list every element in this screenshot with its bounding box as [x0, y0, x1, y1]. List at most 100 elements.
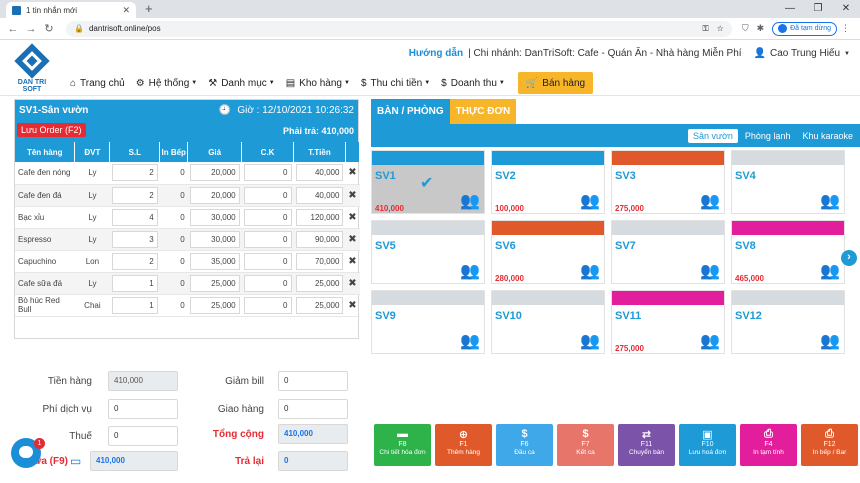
menu-home[interactable]: ⌂ Trang chủ [70, 78, 125, 89]
save-order-button[interactable]: Lưu Order (F2) [17, 123, 86, 137]
fkey-label: Chuyển bàn [628, 449, 665, 456]
delete-icon[interactable]: ✖ [345, 250, 360, 273]
price-input[interactable]: 30,000 [189, 208, 240, 226]
price-input[interactable]: 25,000 [189, 274, 240, 292]
next-page-arrow-icon[interactable]: › [841, 250, 857, 266]
area-karaoke[interactable]: Khu karaoke [802, 131, 853, 141]
service-input[interactable]: 0 [108, 399, 178, 419]
forward-arrow-icon[interactable]: → [25, 22, 37, 35]
qty-input[interactable]: 2 [111, 252, 158, 270]
qty-input[interactable]: 1 [111, 296, 158, 314]
table-amount: 275,000 [615, 204, 644, 213]
table-card[interactable]: SV12 👥 [731, 290, 845, 354]
price-input[interactable]: 20,000 [189, 164, 240, 182]
url-field[interactable]: 🔒 dantrisoft.online/pos ⚿ ☆ [66, 20, 732, 37]
delete-icon[interactable]: ✖ [345, 294, 360, 317]
browser-menu-icon[interactable]: ⋮ [841, 23, 850, 33]
table-card[interactable]: SV5 👥 [371, 220, 485, 284]
area-garden[interactable]: Sân vườn [687, 129, 738, 143]
fkey-button-f4[interactable]: ⎙ F4 In tạm tính [740, 424, 797, 466]
qty-input[interactable]: 4 [111, 208, 158, 226]
fkey-button-f1[interactable]: ⊕ F1 Thêm hàng [435, 424, 492, 466]
delete-icon[interactable]: ✖ [345, 228, 360, 251]
fkey-button-f10[interactable]: ▣ F10 Lưu hoá đơn [679, 424, 736, 466]
fkey-button-f11[interactable]: ⇄ F11 Chuyển bàn [618, 424, 675, 466]
lock-icon: 🔒 [74, 24, 84, 33]
price-input[interactable]: 25,000 [189, 296, 240, 314]
guide-link[interactable]: Hướng dẫn [408, 48, 464, 59]
table-card[interactable]: SV11 275,000 👥 [611, 290, 725, 354]
price-input[interactable]: 35,000 [189, 252, 240, 270]
new-tab-button[interactable]: + [145, 1, 153, 16]
menu-warehouse[interactable]: ▤ Kho hàng ▼ [286, 78, 350, 89]
sell-button[interactable]: 🛒 Bán hàng [517, 72, 594, 94]
fkey-button-f6[interactable]: $ F6 Đầu ca [496, 424, 553, 466]
table-card[interactable]: SV6 280,000 👥 [491, 220, 605, 284]
delete-icon[interactable]: ✖ [345, 162, 360, 185]
discount-input[interactable]: 0 [243, 252, 292, 270]
area-cold-room[interactable]: Phòng lạnh [744, 131, 791, 141]
bill-discount-input[interactable]: 0 [278, 371, 348, 391]
table-card[interactable]: SV8 465,000 👥 [731, 220, 845, 284]
table-card[interactable]: SV1 ✔ 410,000 👥 [371, 150, 485, 214]
logo[interactable]: DAN TRI SOFT [8, 43, 56, 93]
qty-input[interactable]: 2 [111, 164, 158, 182]
menu-revenue[interactable]: $ Doanh thu ▼ [441, 78, 505, 89]
fkey-label: In tạm tính [753, 449, 784, 456]
table-card[interactable]: SV10 👥 [491, 290, 605, 354]
tab-tables[interactable]: BÀN / PHÒNG [371, 99, 450, 124]
col-printed: In Bếp [159, 142, 189, 162]
qty-input[interactable]: 3 [111, 230, 158, 248]
delete-icon[interactable]: ✖ [345, 184, 360, 207]
fkey-button-f7[interactable]: $ F7 Kết ca [557, 424, 614, 466]
user-menu[interactable]: 👤 Cao Trung Hiếu ▼ [754, 48, 850, 59]
tax-input[interactable]: 0 [108, 426, 178, 446]
menu-catalog[interactable]: ⚒ Danh mục ▼ [208, 78, 275, 89]
discount-input[interactable]: 0 [243, 296, 292, 314]
profile-paused-button[interactable]: Đã tạm dừng [772, 21, 837, 36]
key-icon[interactable]: ⚿ [702, 23, 709, 33]
extension-puzzle-icon[interactable]: ✱ [756, 23, 765, 33]
discount-input[interactable]: 0 [243, 274, 292, 292]
fkey-button-f12[interactable]: ⎙ F12 In bếp / Bar [801, 424, 858, 466]
discount-input[interactable]: 0 [243, 208, 292, 226]
qty-input[interactable]: 1 [111, 274, 158, 292]
close-window-button[interactable]: ✕ [841, 3, 851, 14]
price-input[interactable]: 30,000 [189, 230, 240, 248]
dollar-icon: $ [441, 77, 447, 89]
discount-input[interactable]: 0 [243, 186, 292, 204]
table-card[interactable]: SV3 275,000 👥 [611, 150, 725, 214]
maximize-button[interactable]: ❐ [813, 3, 823, 14]
total-field: 25,000 [295, 274, 344, 292]
price-input[interactable]: 20,000 [189, 186, 240, 204]
chat-bubble-icon[interactable] [11, 438, 41, 468]
check-icon: ✔ [420, 175, 434, 192]
delete-icon[interactable]: ✖ [345, 206, 360, 229]
tab-menu[interactable]: THỰC ĐƠN [449, 99, 517, 124]
discount-input[interactable]: 0 [243, 230, 292, 248]
star-icon[interactable]: ☆ [716, 24, 724, 33]
table-name: SV9 [375, 310, 396, 322]
back-arrow-icon[interactable]: ← [7, 22, 19, 35]
card-icon[interactable]: ▭ [70, 454, 82, 468]
close-tab-icon[interactable]: ✕ [122, 4, 130, 15]
extension-shield-icon[interactable]: ⛉ [741, 23, 749, 33]
browser-tab[interactable]: 1 tin nhắn mới ✕ [6, 2, 136, 18]
table-card[interactable]: SV9 👥 [371, 290, 485, 354]
discount-input[interactable]: 0 [243, 164, 292, 182]
minimize-button[interactable]: — [785, 3, 795, 14]
table-name: SV3 [615, 170, 636, 182]
qty-input[interactable]: 2 [111, 186, 158, 204]
table-card[interactable]: SV4 👥 [731, 150, 845, 214]
table-card[interactable]: SV2 100,000 👥 [491, 150, 605, 214]
delete-icon[interactable]: ✖ [345, 272, 360, 295]
menu-label: Doanh thu [450, 77, 497, 89]
fkey-button-f8[interactable]: ▬ F8 Chi tiết hóa đơn [374, 424, 431, 466]
paid-input[interactable]: 410,000 [90, 451, 178, 471]
reload-icon[interactable]: ↻ [44, 23, 54, 35]
menu-cashflow[interactable]: $ Thu chi tiền ▼ [361, 78, 430, 89]
menu-system[interactable]: ⚙ Hệ thống ▼ [136, 78, 198, 89]
table-card[interactable]: SV7 👥 [611, 220, 725, 284]
delivery-input[interactable]: 0 [278, 399, 348, 419]
item-unit: Ly [74, 206, 110, 229]
